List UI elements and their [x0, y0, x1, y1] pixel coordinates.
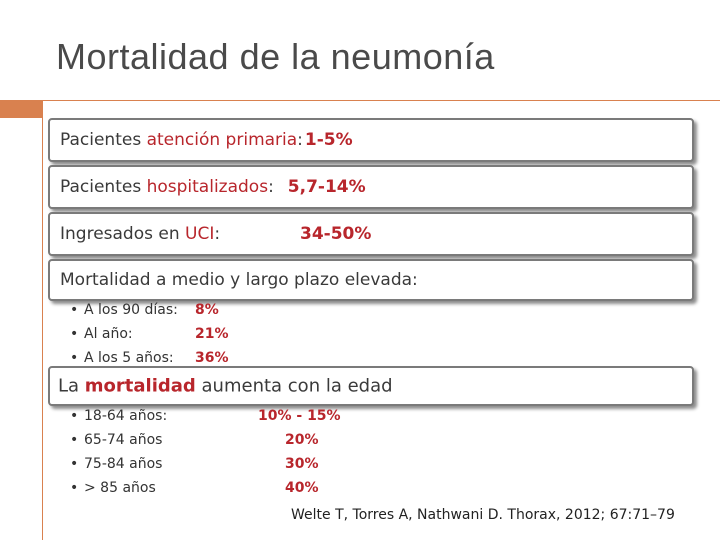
list-item-value: 36% [195, 350, 229, 366]
citation: Welte T, Torres A, Nathwani D. Thorax, 2… [291, 507, 675, 523]
box-text-suffix: aumenta con la edad [195, 375, 393, 397]
list-item-value: 40% [285, 480, 319, 496]
list-item-label: Al año: [84, 326, 133, 342]
box-value: 1-5% [304, 130, 353, 150]
bullet: • [70, 408, 79, 424]
list-item-label: A los 90 días: [84, 302, 178, 318]
bullet: • [70, 350, 79, 366]
list-item-label: 65-74 años [84, 432, 163, 448]
bullet: • [70, 480, 79, 496]
box-value: 34-50% [300, 224, 372, 244]
box-label: Ingresados en [60, 224, 186, 244]
bullet: • [70, 456, 79, 472]
accent-block [0, 100, 42, 118]
mortality-hospitalized-box: Pacientes hospitalizados: 5,7-14% [48, 165, 694, 209]
box-text: Mortalidad a medio y largo plazo elevada… [60, 270, 418, 290]
box-label-highlight: atención primaria [146, 130, 298, 150]
bullet: • [70, 326, 79, 342]
accent-rule-horizontal [42, 100, 720, 101]
box-label: Pacientes [60, 130, 147, 150]
bullet: • [70, 432, 79, 448]
age-mortality-box: La mortalidad aumenta con la edad [48, 366, 694, 406]
list-item-label: A los 5 años: [84, 350, 174, 366]
box-label-highlight: hospitalizados [146, 177, 269, 197]
bullet: • [70, 302, 79, 318]
mortality-primary-care-box: Pacientes atención primaria: 1-5% [48, 118, 694, 162]
box-text-highlight: mortalidad [84, 375, 196, 397]
box-separator: : [214, 224, 221, 244]
slide-title: Mortalidad de la neumonía [56, 36, 495, 77]
list-item-label: 18-64 años: [84, 408, 168, 424]
list-item-value: 21% [195, 326, 229, 342]
mortality-icu-box: Ingresados en UCI: 34-50% [48, 212, 694, 256]
box-label-highlight: UCI [185, 224, 215, 244]
accent-rule-vertical [42, 100, 43, 540]
list-item-value: 30% [285, 456, 319, 472]
box-value: 5,7-14% [287, 177, 366, 197]
list-item-value: 20% [285, 432, 319, 448]
box-label: Pacientes [60, 177, 147, 197]
list-item-label: 75-84 años [84, 456, 163, 472]
list-item-value: 10% - 15% [258, 408, 341, 424]
box-separator: : [268, 177, 274, 197]
box-text-prefix: La [58, 375, 85, 397]
box-separator: : [297, 130, 303, 150]
list-item-label: > 85 años [84, 480, 156, 496]
list-item-value: 8% [195, 302, 219, 318]
long-term-mortality-box: Mortalidad a medio y largo plazo elevada… [48, 259, 694, 301]
